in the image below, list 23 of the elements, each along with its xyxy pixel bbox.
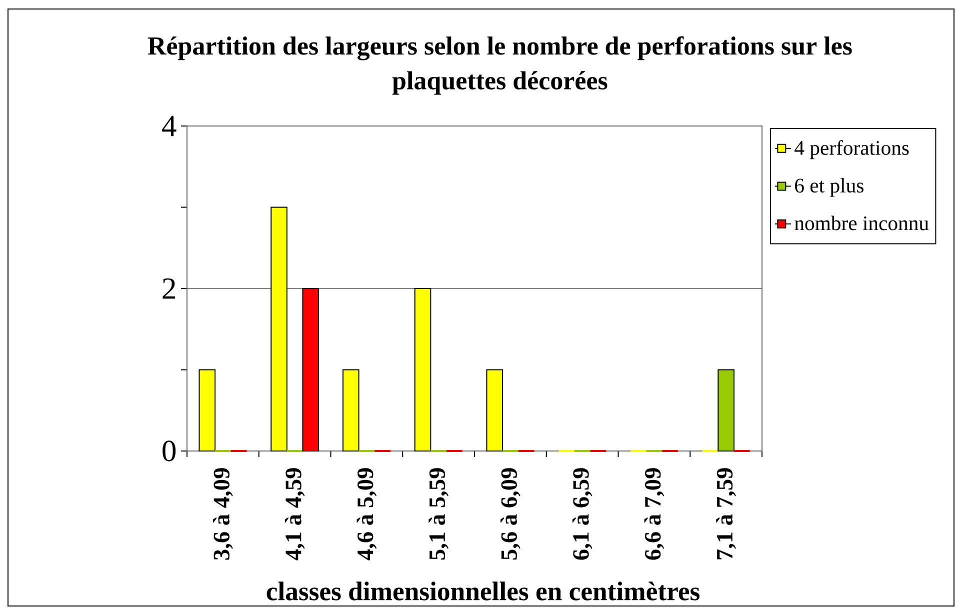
x-tick-label: 5,6 à 6,09 xyxy=(500,468,520,560)
y-tick-label: 2 xyxy=(162,278,176,299)
legend-label: nombre inconnu xyxy=(794,216,929,230)
bar xyxy=(718,369,734,452)
bar xyxy=(270,206,288,452)
legend-label: 4 perforations xyxy=(794,140,909,160)
x-axis-title: classes dimensionnelles en centimètres xyxy=(266,582,700,600)
bar xyxy=(342,369,360,452)
x-tick-label: 4,1 à 4,59 xyxy=(284,468,305,560)
x-tick-label: 6,6 à 7,09 xyxy=(644,468,664,560)
legend-label: 6 et plus xyxy=(795,178,864,197)
bar xyxy=(414,288,432,452)
x-tick-label: 6,1 à 6,59 xyxy=(572,468,592,560)
chart-title: Répartition des largeurs selon le nombre de perforations sur les plaquettes décorées xyxy=(148,36,852,95)
bar xyxy=(198,369,216,452)
bar xyxy=(486,369,504,452)
bar xyxy=(302,288,320,452)
x-tick-label: 7,1 à 7,59 xyxy=(716,468,736,560)
x-tick-label: 3,6 à 4,09 xyxy=(213,468,233,560)
y-tick-label: 0 xyxy=(162,440,176,462)
x-tick-label: 4,6 à 5,09 xyxy=(356,468,377,560)
x-tick-label: 5,1 à 5,59 xyxy=(428,468,448,560)
y-tick-label: 4 xyxy=(162,116,176,136)
